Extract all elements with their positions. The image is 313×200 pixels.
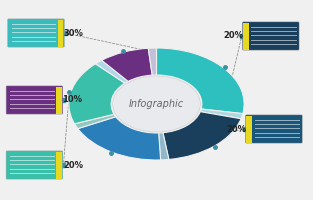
Wedge shape	[95, 60, 128, 83]
Wedge shape	[156, 48, 244, 114]
Text: 20%: 20%	[223, 31, 243, 40]
Wedge shape	[69, 64, 125, 124]
FancyBboxPatch shape	[6, 86, 63, 114]
FancyBboxPatch shape	[246, 116, 252, 142]
Wedge shape	[74, 114, 116, 129]
Wedge shape	[148, 48, 156, 75]
Text: 20%: 20%	[64, 160, 84, 170]
Wedge shape	[159, 133, 169, 160]
Wedge shape	[102, 48, 152, 81]
FancyBboxPatch shape	[244, 22, 249, 49]
FancyBboxPatch shape	[245, 115, 302, 143]
Circle shape	[113, 76, 200, 132]
FancyBboxPatch shape	[8, 19, 64, 47]
Text: 10%: 10%	[62, 96, 82, 104]
FancyBboxPatch shape	[242, 22, 299, 50]
Text: 30%: 30%	[64, 28, 84, 38]
FancyBboxPatch shape	[58, 20, 63, 46]
FancyBboxPatch shape	[56, 152, 62, 179]
Wedge shape	[200, 109, 243, 119]
Text: Infographic: Infographic	[129, 99, 184, 109]
Text: 20%: 20%	[226, 124, 246, 134]
FancyBboxPatch shape	[56, 86, 62, 114]
Wedge shape	[78, 117, 161, 160]
FancyBboxPatch shape	[6, 151, 63, 179]
Wedge shape	[163, 112, 241, 159]
